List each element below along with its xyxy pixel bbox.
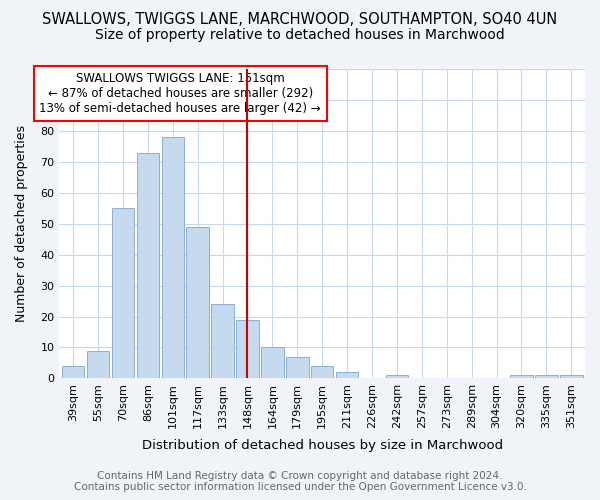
Bar [386, 376, 408, 378]
Bar [112, 208, 134, 378]
Bar [236, 320, 259, 378]
Bar [261, 348, 284, 378]
Bar [137, 152, 159, 378]
Bar [311, 366, 334, 378]
Y-axis label: Number of detached properties: Number of detached properties [15, 125, 28, 322]
Bar [510, 376, 533, 378]
Bar [187, 227, 209, 378]
Bar [286, 356, 308, 378]
X-axis label: Distribution of detached houses by size in Marchwood: Distribution of detached houses by size … [142, 440, 503, 452]
Text: SWALLOWS, TWIGGS LANE, MARCHWOOD, SOUTHAMPTON, SO40 4UN: SWALLOWS, TWIGGS LANE, MARCHWOOD, SOUTHA… [43, 12, 557, 28]
Bar [560, 376, 583, 378]
Bar [87, 350, 109, 378]
Bar [336, 372, 358, 378]
Text: Contains HM Land Registry data © Crown copyright and database right 2024.
Contai: Contains HM Land Registry data © Crown c… [74, 471, 526, 492]
Text: Size of property relative to detached houses in Marchwood: Size of property relative to detached ho… [95, 28, 505, 42]
Bar [535, 376, 557, 378]
Bar [161, 137, 184, 378]
Bar [211, 304, 234, 378]
Bar [62, 366, 85, 378]
Text: SWALLOWS TWIGGS LANE: 151sqm
← 87% of detached houses are smaller (292)
13% of s: SWALLOWS TWIGGS LANE: 151sqm ← 87% of de… [40, 72, 321, 115]
